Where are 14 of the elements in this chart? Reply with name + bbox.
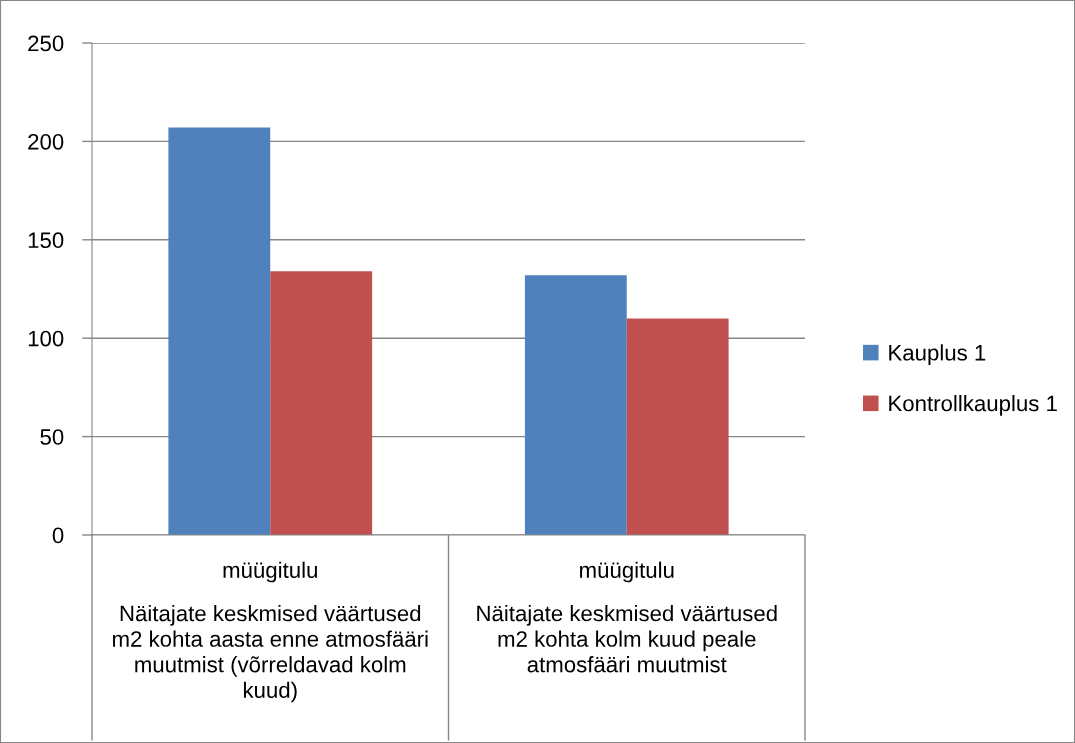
legend-label: Kauplus 1	[889, 344, 986, 365]
y-tick-label: 100	[28, 330, 64, 347]
x-tick-label: müügitulu Näitajate keskmised väärtused m2 kohta kolm kuud peale atmosfääri muutmist	[477, 561, 777, 673]
y-tick-label: 150	[28, 232, 64, 249]
x-tick-label: müügitulu Näitajate keskmised väärtused m2 kohta aasta enne atmosfääri muutmist (võrreldavad kolm kuud)	[113, 561, 428, 703]
bar	[270, 271, 373, 535]
y-tick-label: 0	[52, 527, 64, 544]
bar	[626, 318, 729, 535]
y-tick-label: 50	[40, 429, 64, 445]
y-tick-label: 250	[28, 35, 64, 52]
bar	[524, 275, 627, 535]
bar	[168, 127, 271, 535]
legend-label: Kontrollkauplus 1	[889, 395, 1057, 416]
y-tick-label: 200	[28, 133, 64, 150]
